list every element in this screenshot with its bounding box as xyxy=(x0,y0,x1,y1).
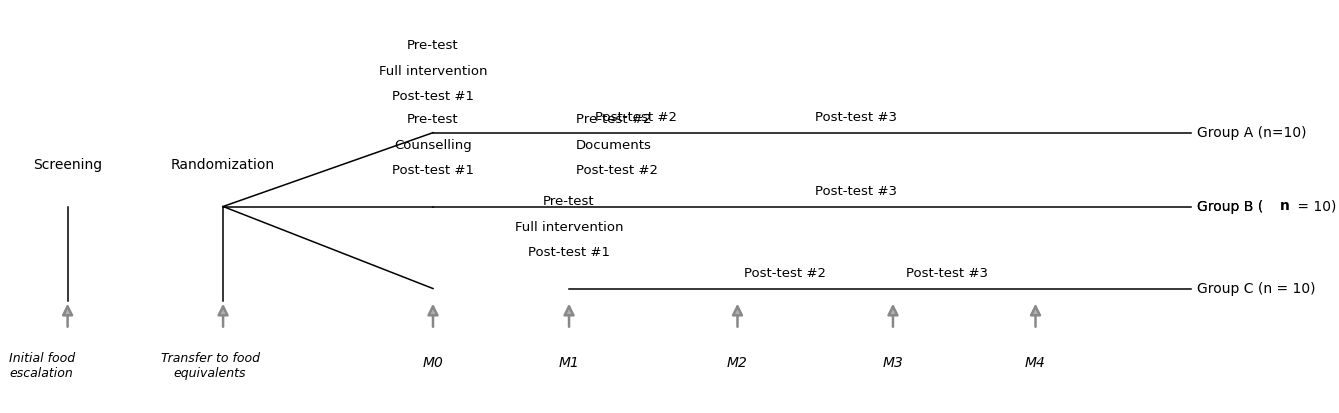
Text: M4: M4 xyxy=(1026,356,1046,370)
Text: M0: M0 xyxy=(423,356,443,370)
Text: Group B (: Group B ( xyxy=(1197,199,1264,214)
Text: Pre-test #2: Pre-test #2 xyxy=(576,113,651,126)
Text: Counselling: Counselling xyxy=(394,138,471,152)
Text: Post-test #3: Post-test #3 xyxy=(815,185,897,198)
Text: Post-test #2: Post-test #2 xyxy=(744,267,826,280)
Text: Documents: Documents xyxy=(576,138,651,152)
Text: Pre-test: Pre-test xyxy=(544,195,595,208)
Text: Post-test #3: Post-test #3 xyxy=(907,267,988,280)
Text: Full intervention: Full intervention xyxy=(379,65,487,78)
Text: Initial food
escalation: Initial food escalation xyxy=(8,352,75,380)
Text: Group B (: Group B ( xyxy=(1197,199,1264,214)
Text: Post-test #3: Post-test #3 xyxy=(815,112,897,124)
Text: Group C (n = 10): Group C (n = 10) xyxy=(1197,282,1316,296)
Text: n: n xyxy=(1280,199,1289,214)
Text: Pre-test: Pre-test xyxy=(407,39,459,52)
Text: M3: M3 xyxy=(882,356,904,370)
Text: Post-test #2: Post-test #2 xyxy=(595,112,678,124)
Text: M1: M1 xyxy=(558,356,580,370)
Text: Post-test #1: Post-test #1 xyxy=(392,90,474,103)
Text: Transfer to food
equivalents: Transfer to food equivalents xyxy=(161,352,260,380)
Text: Group B (​: Group B (​ xyxy=(1197,199,1264,214)
Text: Post-test #1: Post-test #1 xyxy=(392,164,474,177)
Text: Group B (: Group B ( xyxy=(1197,199,1264,214)
Text: Post-test #2: Post-test #2 xyxy=(576,164,657,177)
Text: = 10): = 10) xyxy=(1292,199,1336,214)
Text: M2: M2 xyxy=(727,356,749,370)
Text: Screening: Screening xyxy=(33,158,102,172)
Text: Randomization: Randomization xyxy=(171,158,274,172)
Text: Pre-test: Pre-test xyxy=(407,113,459,126)
Text: Group A (n=10): Group A (n=10) xyxy=(1197,126,1307,140)
Text: Full intervention: Full intervention xyxy=(514,221,623,234)
Text: Post-test #1: Post-test #1 xyxy=(528,246,611,259)
